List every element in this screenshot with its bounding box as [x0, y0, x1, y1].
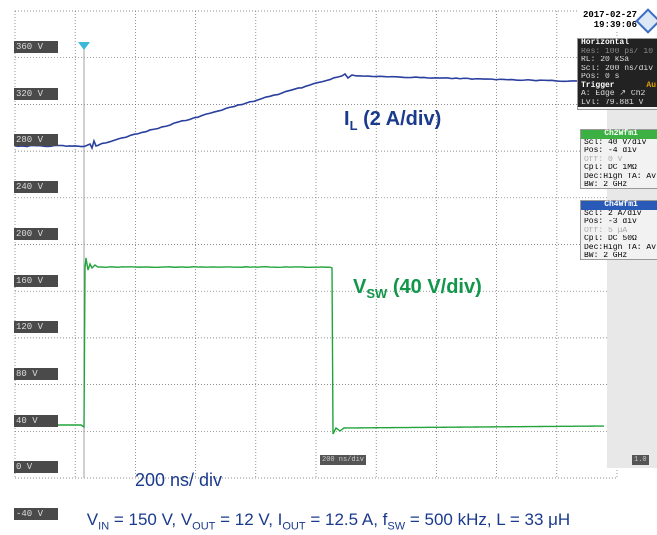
caption-vout-sub: OUT [192, 520, 215, 532]
date-text: 2017-02-27 [577, 10, 637, 20]
caption-iout-val: = 12.5 A, [306, 510, 383, 529]
waveform-area [12, 8, 657, 498]
caption-vout: V [181, 510, 192, 529]
vsw-annotation: VSW (40 V/div) [353, 276, 482, 301]
y-axis-label: 120 V [14, 321, 58, 333]
timebase-annotation: 200 ns/ div [135, 470, 222, 491]
y-axis-label: 0 V [14, 461, 58, 473]
y-axis-label: 200 V [14, 228, 58, 240]
ch4-title: Ch4Wfm1 [581, 201, 657, 210]
ch4-row: Scl: 2 A/div [581, 210, 657, 219]
y-axis-label: 320 V [14, 88, 58, 100]
il-scale: (2 A/div) [358, 108, 442, 130]
y-axis-label: 280 V [14, 134, 58, 146]
y-axis-label: 80 V [14, 368, 58, 380]
ch2-title: Ch2Wfm1 [581, 130, 657, 139]
horizontal-title: Horizontal [578, 39, 657, 48]
ch2-row: Off: 0 V [581, 156, 657, 165]
ch2-row: Cpl: DC 1MΩ [581, 164, 657, 173]
ch2-panel[interactable]: Ch2Wfm1 Scl: 40 V/div Pos: -4 div Off: 0… [580, 129, 657, 189]
right-scrollbar[interactable] [607, 58, 657, 468]
time-text: 19:39:06 [577, 20, 637, 30]
vsw-scale: (40 V/div) [387, 276, 481, 298]
caption-vout-val: = 12 V, [215, 510, 277, 529]
ch4-row: Pos: -3 div [581, 218, 657, 227]
trigger-row: A: Edge ↗ Ch2 [578, 90, 657, 99]
caption-vin-val: = 150 V, [109, 510, 181, 529]
trigger-mode: Au [646, 82, 656, 91]
ch4-row: Off: 5 μA [581, 227, 657, 236]
right-badge: 1.0 [632, 455, 649, 465]
timestamp: 2017-02-27 19:39:06 [577, 10, 637, 30]
horizontal-row: Scl: 200 ns/div [578, 65, 657, 74]
caption: VIN = 150 V, VOUT = 12 V, IOUT = 12.5 A,… [0, 510, 657, 532]
ch4-row: Dec:High TA: Av [581, 244, 657, 253]
il-annotation: IL (2 A/div) [344, 108, 441, 133]
ch2-row: Dec:High TA: Av [581, 173, 657, 182]
caption-fsw-val: = 500 kHz, L = 33 μH [405, 510, 570, 529]
vsw-symbol: V [353, 276, 366, 298]
ch4-row: BW: 2 GHz [581, 252, 657, 261]
caption-fsw-sub: SW [387, 520, 405, 532]
y-axis-label: 360 V [14, 41, 58, 53]
ch4-row: Cpl: DC 50Ω [581, 235, 657, 244]
il-subscript: L [350, 118, 358, 133]
y-axis-label: 40 V [14, 415, 58, 427]
oscilloscope-display: 360 V 320 V 280 V 240 V 200 V 160 V 120 V 80 V 4… [12, 8, 657, 498]
trigger-title-text: Trigger [581, 81, 615, 90]
ch2-row: Pos: -4 div [581, 147, 657, 156]
vsw-subscript: SW [366, 286, 387, 301]
horizontal-row: RL: 20 kSa [578, 56, 657, 65]
caption-vin: V [87, 510, 98, 529]
y-axis-label: 240 V [14, 181, 58, 193]
trigger-row: Lvl: 79.881 V [578, 99, 657, 108]
trigger-title: Trigger Au [578, 82, 657, 91]
horizontal-panel[interactable]: Horizontal Res: 100 ps/ 10 GSa RL: 20 kS… [577, 38, 657, 110]
timebase-badge: 200 ns/div [320, 455, 366, 465]
horizontal-row: Res: 100 ps/ 10 GSa [578, 48, 657, 57]
ch4-panel[interactable]: Ch4Wfm1 Scl: 2 A/div Pos: -3 div Off: 5 … [580, 200, 657, 260]
caption-iout-sub: OUT [282, 520, 305, 532]
y-axis-label: 160 V [14, 275, 58, 287]
ch2-row: Scl: 40 V/div [581, 139, 657, 148]
caption-vin-sub: IN [98, 520, 109, 532]
ch2-row: BW: 2 GHz [581, 181, 657, 190]
